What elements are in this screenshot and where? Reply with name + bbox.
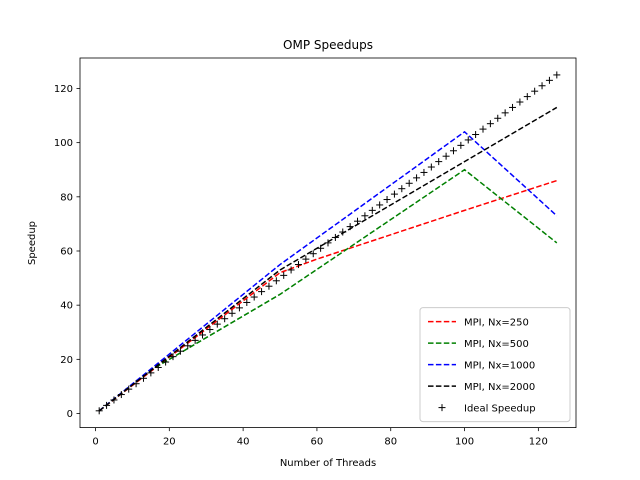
data-point xyxy=(117,391,125,399)
data-point xyxy=(457,141,465,149)
x-axis: 0 20 40 60 80 100 120 xyxy=(92,427,548,448)
data-point xyxy=(294,261,302,269)
data-point xyxy=(125,385,133,393)
data-point xyxy=(95,407,103,415)
legend-label: MPI, Nx=500 xyxy=(464,339,529,350)
y-axis-label: Speedup xyxy=(27,221,38,265)
data-point xyxy=(501,109,509,117)
data-point xyxy=(243,298,251,306)
data-point xyxy=(206,326,214,334)
data-point xyxy=(176,347,184,355)
data-point xyxy=(331,233,339,241)
data-point xyxy=(449,147,457,155)
x-tick-label: 0 xyxy=(92,437,98,448)
data-point xyxy=(154,363,162,371)
plot-area xyxy=(95,71,561,415)
x-axis-label: Number of Threads xyxy=(280,458,376,469)
data-point xyxy=(472,131,480,139)
data-point xyxy=(486,120,494,128)
x-tick-label: 80 xyxy=(384,437,397,448)
data-point xyxy=(139,374,147,382)
data-point xyxy=(435,158,443,166)
data-point xyxy=(132,380,140,388)
series-line-3 xyxy=(98,106,558,412)
data-point xyxy=(191,336,199,344)
y-tick-label: 60 xyxy=(60,246,73,257)
data-point xyxy=(309,250,317,258)
data-point xyxy=(339,228,347,236)
data-point xyxy=(235,304,243,312)
data-point xyxy=(442,152,450,160)
data-point xyxy=(354,217,362,225)
data-point xyxy=(398,185,406,193)
data-point xyxy=(368,206,376,214)
data-point xyxy=(302,255,310,263)
data-point xyxy=(287,266,295,274)
data-point xyxy=(420,168,428,176)
data-point xyxy=(427,163,435,171)
axes-frame xyxy=(79,57,577,429)
data-point xyxy=(383,196,391,204)
y-tick-label: 100 xyxy=(54,138,73,149)
x-tick-label: 60 xyxy=(311,437,324,448)
data-point xyxy=(413,174,421,182)
legend-box xyxy=(419,307,571,423)
data-point xyxy=(280,271,288,279)
data-point xyxy=(258,288,266,296)
data-point xyxy=(221,315,229,323)
data-point xyxy=(464,136,472,144)
data-point xyxy=(324,239,332,247)
data-point xyxy=(346,223,354,231)
data-point xyxy=(553,71,561,79)
legend-label: Ideal Speedup xyxy=(464,404,536,415)
y-tick-label: 40 xyxy=(60,301,73,312)
data-point xyxy=(479,125,487,133)
data-point xyxy=(390,190,398,198)
data-point xyxy=(523,93,531,101)
data-point xyxy=(376,201,384,209)
chart-title: OMP Speedups xyxy=(283,38,373,52)
x-tick-label: 40 xyxy=(237,437,250,448)
x-tick-label: 120 xyxy=(529,437,548,448)
data-point xyxy=(531,87,539,95)
data-point xyxy=(213,320,221,328)
data-point xyxy=(147,369,155,377)
y-tick-label: 120 xyxy=(54,84,73,95)
y-tick-label: 0 xyxy=(67,409,73,420)
y-tick-label: 80 xyxy=(60,192,73,203)
legend-label: MPI, Nx=250 xyxy=(464,318,529,329)
data-point xyxy=(169,353,177,361)
y-tick-label: 20 xyxy=(60,355,73,366)
legend-label: MPI, Nx=2000 xyxy=(464,382,535,393)
data-point xyxy=(184,342,192,350)
legend-swatch xyxy=(438,404,446,412)
data-point xyxy=(265,282,273,290)
x-tick-label: 20 xyxy=(163,437,176,448)
data-point xyxy=(538,82,546,90)
legend: MPI, Nx=250 MPI, Nx=500 MPI, Nx=1000 MPI, N… xyxy=(419,307,571,423)
data-point xyxy=(545,76,553,84)
data-point xyxy=(228,309,236,317)
legend-label: MPI, Nx=1000 xyxy=(464,361,535,372)
data-point xyxy=(509,103,517,111)
x-tick-label: 100 xyxy=(455,437,474,448)
data-point xyxy=(110,396,118,404)
data-point xyxy=(361,212,369,220)
data-point xyxy=(103,401,111,409)
data-point xyxy=(317,244,325,252)
data-point xyxy=(494,114,502,122)
data-point xyxy=(250,293,258,301)
data-point xyxy=(162,358,170,366)
series-markers-4 xyxy=(95,71,561,415)
y-axis: 0 20 40 60 80 100 120 xyxy=(54,84,80,420)
data-point xyxy=(272,277,280,285)
data-point xyxy=(405,179,413,187)
data-point xyxy=(199,331,207,339)
data-point xyxy=(516,98,524,106)
series-line-0 xyxy=(98,179,558,412)
series-line-2 xyxy=(98,130,558,412)
